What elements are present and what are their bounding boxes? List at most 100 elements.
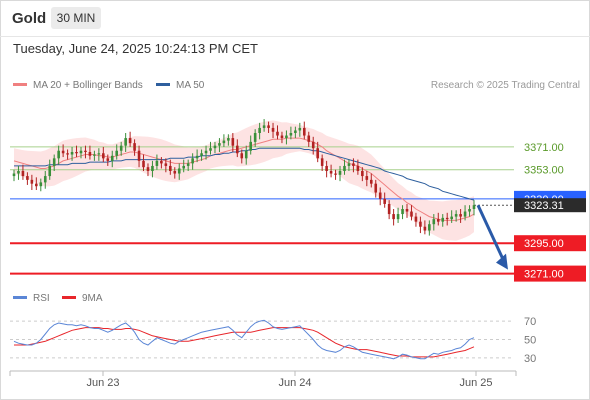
candle-body bbox=[128, 138, 132, 144]
current-price-label: 3323.31 bbox=[524, 200, 564, 212]
candle-body bbox=[352, 163, 355, 166]
candle-body bbox=[378, 192, 382, 199]
candle-body bbox=[191, 158, 194, 164]
candle-body bbox=[102, 153, 105, 159]
level-label-3371.00: 3371.00 bbox=[524, 142, 564, 154]
candle-body bbox=[182, 165, 186, 169]
candle-body bbox=[325, 165, 328, 171]
candle-body bbox=[289, 133, 293, 136]
level-label-3295.00: 3295.00 bbox=[524, 238, 564, 250]
timeframe-button[interactable]: 30 MIN bbox=[51, 7, 101, 29]
candle-body bbox=[343, 165, 346, 171]
candle-body bbox=[75, 152, 78, 154]
candle-body bbox=[177, 168, 181, 174]
candle-body bbox=[39, 182, 43, 187]
bollinger-label: MA 20 + Bollinger Bands bbox=[33, 80, 143, 91]
ma9-label: 9MA bbox=[82, 293, 103, 304]
datetime-label: Tuesday, June 24, 2025 10:24:13 PM CET bbox=[13, 41, 258, 56]
candle-body bbox=[119, 145, 123, 151]
candle-body bbox=[436, 219, 440, 222]
x-tick-label: Jun 25 bbox=[459, 377, 492, 389]
forecast-arrow-head bbox=[496, 253, 508, 270]
candle-body bbox=[347, 163, 351, 166]
candle-body bbox=[195, 155, 199, 159]
legend-ma50: MA 50 bbox=[156, 80, 204, 91]
candle-body bbox=[445, 217, 449, 220]
bollinger-swatch bbox=[13, 82, 27, 86]
candle-body bbox=[124, 138, 127, 146]
candle-body bbox=[17, 171, 20, 174]
candle-body bbox=[258, 127, 261, 133]
rsi-ma9-line bbox=[14, 327, 475, 358]
candle-body bbox=[43, 176, 47, 183]
candle-body bbox=[186, 163, 190, 166]
candle-body bbox=[401, 209, 404, 215]
legend-rsi: RSI bbox=[13, 293, 50, 304]
candle-body bbox=[142, 160, 145, 168]
candle-body bbox=[338, 171, 342, 175]
candle-body bbox=[133, 143, 136, 151]
candle-body bbox=[35, 183, 38, 187]
candle-body bbox=[155, 160, 159, 166]
candle-body bbox=[227, 138, 230, 141]
candle-body bbox=[151, 165, 154, 171]
header-divider bbox=[0, 36, 590, 37]
candle-body bbox=[164, 163, 168, 166]
rsi-label: RSI bbox=[33, 293, 50, 304]
candle-body bbox=[253, 133, 257, 142]
candle-body bbox=[61, 150, 65, 154]
ma50-swatch bbox=[156, 82, 170, 86]
candle-body bbox=[160, 160, 163, 164]
candle-body bbox=[361, 171, 364, 177]
candle-body bbox=[21, 171, 25, 177]
candle-body bbox=[454, 214, 458, 217]
candle-body bbox=[267, 125, 270, 128]
candle-body bbox=[450, 216, 453, 220]
x-tick-label: Jun 24 bbox=[278, 377, 311, 389]
header: Gold 30 MIN bbox=[0, 0, 590, 36]
candle-body bbox=[329, 171, 333, 174]
candle-body bbox=[240, 153, 244, 159]
level-tag-3295.00 bbox=[514, 235, 586, 252]
candle-body bbox=[307, 135, 311, 142]
candle-body bbox=[294, 130, 297, 133]
candle-body bbox=[410, 211, 413, 217]
candle-body bbox=[115, 150, 119, 156]
candle-body bbox=[396, 214, 400, 220]
candle-body bbox=[262, 125, 266, 128]
candle-body bbox=[93, 154, 96, 156]
candle-body bbox=[459, 214, 462, 217]
legend-bollinger: MA 20 + Bollinger Bands bbox=[13, 80, 143, 91]
candle-body bbox=[106, 158, 110, 161]
candle-body bbox=[218, 143, 221, 146]
candle-body bbox=[334, 173, 337, 175]
candle-body bbox=[88, 152, 92, 156]
candle-body bbox=[387, 203, 391, 215]
candle-body bbox=[12, 173, 16, 177]
candle-body bbox=[432, 219, 436, 225]
candle-body bbox=[441, 217, 445, 222]
candle-body bbox=[84, 150, 87, 152]
rsi-tick-70: 70 bbox=[524, 316, 536, 328]
level-label-3353.00: 3353.00 bbox=[524, 165, 564, 177]
current-price-tag bbox=[514, 198, 586, 213]
ma9-swatch bbox=[62, 295, 76, 299]
level-label-3271.00: 3271.00 bbox=[524, 269, 564, 281]
candle-body bbox=[463, 211, 467, 217]
candle-body bbox=[66, 153, 69, 155]
candle-body bbox=[236, 145, 239, 154]
candle-body bbox=[365, 176, 369, 180]
candle-body bbox=[110, 155, 114, 161]
candle-body bbox=[231, 138, 235, 146]
candle-body bbox=[472, 205, 476, 209]
candle-body bbox=[316, 148, 319, 159]
candle-body bbox=[383, 198, 386, 204]
candle-body bbox=[414, 216, 418, 222]
level-tag-3271.00 bbox=[514, 265, 586, 282]
candle-body bbox=[320, 158, 324, 166]
candle-body bbox=[204, 150, 208, 154]
candle-body bbox=[302, 127, 306, 136]
candle-body bbox=[70, 152, 74, 155]
candle-body bbox=[356, 165, 360, 171]
